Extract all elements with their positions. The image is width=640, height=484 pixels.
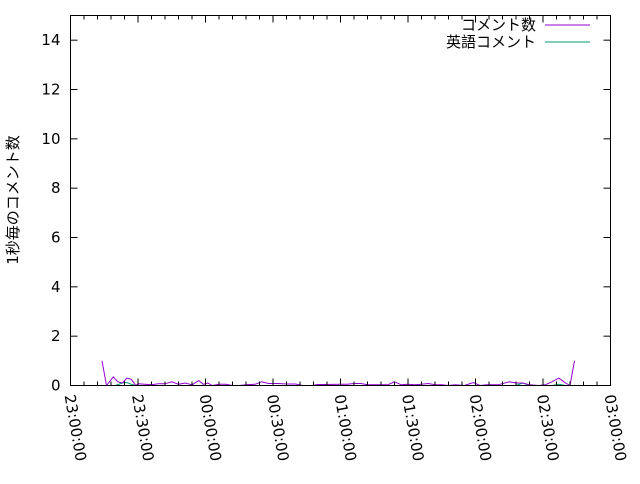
x-tick-label: 00:00:00 <box>196 393 225 462</box>
x-tick-label: 01:00:00 <box>331 393 360 462</box>
plot-border <box>70 15 611 386</box>
y-tick-label: 14 <box>41 31 60 49</box>
x-tick-label: 03:00:00 <box>601 393 630 462</box>
y-tick-label: 6 <box>51 229 61 247</box>
series-layer <box>101 360 575 387</box>
legend: コメント数 英語コメント <box>446 16 590 51</box>
x-tick-label: 01:30:00 <box>398 393 427 462</box>
y-tick-label: 8 <box>51 179 61 197</box>
ticks-layer: 0 2 4 6 8 10 12 14 23:00:00 23:30:00 00:00:00 00:30… <box>41 15 630 463</box>
series-line-0 <box>101 360 575 387</box>
x-tick-label: 00:30:00 <box>263 393 292 462</box>
x-tick-label: 23:30:00 <box>128 393 157 462</box>
legend-label-1: 英語コメント <box>446 33 536 51</box>
y-tick-label: 10 <box>41 130 60 148</box>
y-tick-label: 4 <box>51 278 61 296</box>
y-tick-label: 12 <box>41 81 60 99</box>
y-axis-label: 1秒毎のコメント数 <box>4 135 22 265</box>
y-tick-label: 2 <box>51 327 61 345</box>
y-tick-label: 0 <box>51 377 61 395</box>
x-tick-label: 02:00:00 <box>466 393 495 462</box>
x-tick-label: 23:00:00 <box>61 393 90 462</box>
legend-label-0: コメント数 <box>461 16 536 34</box>
x-tick-label: 02:30:00 <box>533 393 562 462</box>
